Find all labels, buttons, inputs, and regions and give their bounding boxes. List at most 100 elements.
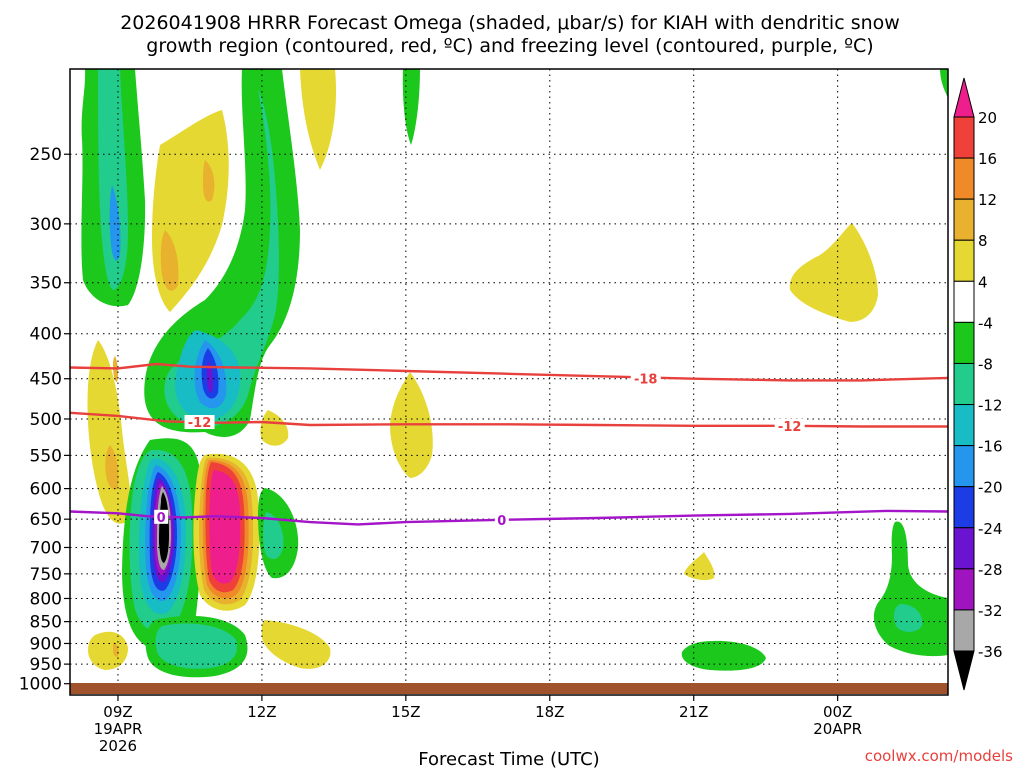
omega-shading — [81, 69, 948, 678]
y-tick-label: 250 — [30, 145, 62, 165]
plot-frame — [69, 68, 949, 696]
colorbar-label: 8 — [978, 232, 988, 250]
y-tick-label: 350 — [30, 274, 62, 294]
colorbar-box — [953, 198, 975, 241]
omega-area-neg8-21z-960 — [681, 640, 766, 671]
contour-label: 0 — [157, 511, 166, 526]
colorbar-box — [953, 404, 975, 447]
y-tick-label: 400 — [30, 325, 62, 345]
y-tick-label: 1000 — [19, 675, 62, 695]
contour-line — [70, 362, 948, 382]
chart-title-line-1: 2026041908 HRRR Forecast Omega (shaded, … — [120, 12, 900, 34]
colorbar-box — [953, 445, 975, 488]
x-tick-label: 21Z — [679, 703, 708, 721]
colorbar-box — [953, 362, 975, 406]
x-tick-label: 09Z — [103, 703, 132, 721]
omega-area-neg12-upper — [98, 69, 128, 290]
ground-surface-strip — [70, 683, 948, 694]
colorbar-label: 12 — [978, 191, 997, 209]
x-tick-date: 20APR — [813, 720, 862, 738]
x-tick-label: 18Z — [535, 703, 564, 721]
omega-area-pos4-left-mid — [87, 340, 131, 524]
contour-label-bg — [184, 415, 215, 430]
colorbar-box — [953, 321, 975, 364]
y-tick-label: 450 — [30, 370, 62, 390]
credit-text: coolwx.com/models — [865, 747, 1013, 765]
colorbar: 20 16 12 8 4 -4 -8 -12 -16 -20 -24 -28 -32 -36 — [953, 77, 1003, 691]
y-tick-label: 550 — [30, 446, 62, 466]
omega-area-neg16-upper — [109, 185, 121, 261]
temperature-contours: -18 -12 -12 0 0 — [70, 362, 948, 529]
omega-area-neg12-col2 — [164, 90, 279, 427]
colorbar-label: -28 — [978, 561, 1003, 579]
y-axis: 2503003504004505005506006507007508008509… — [19, 145, 70, 695]
contour-label: -18 — [634, 373, 658, 388]
colorbar-label: -24 — [978, 520, 1003, 538]
colorbar-label: 16 — [978, 150, 997, 168]
omega-area-pos4-upper — [152, 110, 229, 312]
colorbar-label: -8 — [978, 355, 993, 373]
y-tick-label: 900 — [30, 634, 62, 654]
colorbar-label: -16 — [978, 438, 1003, 456]
x-tick-year: 2026 — [99, 737, 137, 755]
x-tick-date: 19APR — [94, 720, 143, 738]
colorbar-box — [953, 157, 975, 200]
x-axis-label: Forecast Time (UTC) — [418, 749, 599, 768]
colorbar-label: 20 — [978, 109, 997, 127]
omega-area-pos20-descent — [209, 470, 241, 584]
omega-area-neg36-black — [159, 492, 169, 563]
contour-label-bg — [494, 512, 509, 527]
omega-area-pos4-13z — [300, 69, 337, 170]
y-tick-label: 750 — [30, 565, 62, 585]
colorbar-label: 4 — [978, 273, 988, 291]
contour-label: -12 — [778, 420, 802, 435]
omega-area-pos4-9z-950 — [88, 631, 128, 670]
contour-label-bg — [154, 509, 169, 524]
contour-label: 0 — [497, 514, 506, 529]
colorbar-box — [953, 116, 975, 159]
omega-area-neg8-15z — [402, 69, 420, 145]
omega-area-pos4-12z-520 — [260, 410, 289, 446]
y-tick-label: 300 — [30, 215, 62, 235]
colorbar-label: -36 — [978, 643, 1003, 661]
colorbar-box — [953, 568, 975, 611]
contour-label-bg — [630, 371, 661, 386]
colorbar-label: -20 — [978, 479, 1003, 497]
y-tick-label: 650 — [30, 510, 62, 530]
colorbar-box — [953, 527, 975, 570]
y-tick-label: 950 — [30, 655, 62, 675]
contour-label-bg — [774, 418, 805, 433]
omega-area-neg12-lower-950 — [155, 623, 237, 669]
omega-area-pos4-13z-930 — [261, 620, 331, 669]
omega-area-pos4-00z-370 — [789, 223, 878, 322]
y-tick-label: 800 — [30, 589, 62, 609]
colorbar-box — [953, 609, 975, 652]
omega-area-neg8-topright — [940, 69, 948, 98]
chart-title-line-2: growth region (contoured, red, ºC) and f… — [146, 35, 873, 57]
omega-area-pos8-upper — [160, 230, 179, 291]
y-tick-label: 500 — [30, 410, 62, 430]
y-tick-label: 700 — [30, 538, 62, 558]
omega-area-pos8-upper-b — [203, 160, 215, 202]
omega-area-neg28-col2 — [207, 362, 213, 393]
contour-label: -12 — [188, 416, 212, 431]
y-tick-label: 850 — [30, 613, 62, 633]
x-tick-label: 15Z — [391, 703, 420, 721]
colorbar-label: -4 — [978, 314, 993, 332]
y-tick-label: 600 — [30, 480, 62, 500]
colorbar-top-arrow — [953, 77, 975, 118]
colorbar-bottom-arrow — [953, 650, 975, 691]
x-tick-label: 00Z — [823, 703, 852, 721]
omega-area-pos8-left-mid — [105, 445, 119, 490]
colorbar-label: -12 — [978, 397, 1003, 415]
omega-area-neg8-01z-880 — [873, 521, 948, 657]
colorbar-label: -32 — [978, 602, 1003, 620]
omega-area-pos8-9z-950 — [113, 642, 119, 657]
colorbar-box — [953, 486, 975, 529]
colorbar-box — [953, 239, 975, 282]
omega-area-neg12-01z-880 — [893, 604, 923, 632]
colorbar-box — [953, 280, 975, 323]
